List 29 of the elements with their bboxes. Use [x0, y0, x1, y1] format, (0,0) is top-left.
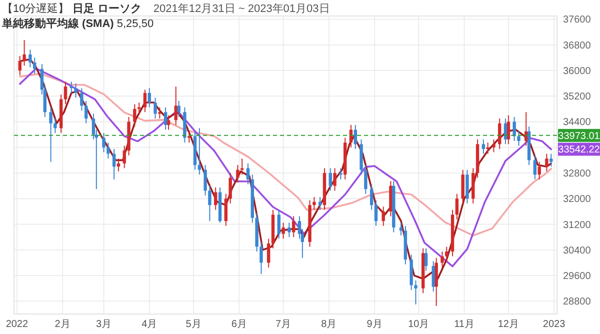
y-tick-label: 32800 — [563, 168, 592, 180]
y-tick-label: 35200 — [563, 92, 592, 103]
x-tick-label: 9月 — [366, 319, 382, 330]
y-tick-label: 34400 — [563, 117, 592, 128]
y-tick-label: 30400 — [563, 245, 592, 256]
y-tick-label: 28800 — [563, 296, 592, 308]
y-tick-label: 36000 — [563, 66, 592, 77]
price-tag: 33542.22 — [558, 142, 600, 156]
x-tick-label: 8月 — [321, 319, 337, 330]
x-tick-label: 2月 — [54, 319, 70, 330]
x-tick-label: 3月 — [96, 319, 112, 330]
chart-title: 【10分遅延】 日足 ローソク — [2, 2, 142, 15]
x-tick-label: 12月 — [498, 319, 519, 330]
x-tick-label: 4月 — [142, 319, 158, 330]
x-tick-label: 2022 — [6, 319, 29, 330]
y-tick-label: 29600 — [563, 271, 592, 282]
annotation: 単純移動平均線 (SMA) 5,25,50 — [1, 17, 154, 30]
x-tick-label: 10月 — [408, 319, 430, 330]
y-tick-label: 36800 — [563, 40, 592, 52]
x-tick-label: 7月 — [276, 319, 292, 330]
chart-subtitle: 2021年12月31日 ~ 2023年01月03日 — [153, 3, 330, 15]
x-tick-label: 2023 — [542, 319, 566, 330]
price-tag: 33973.01 — [558, 128, 600, 142]
x-tick-label: 11月 — [454, 319, 474, 330]
y-tick-label: 37600 — [563, 14, 592, 26]
x-tick-label: 5月 — [186, 319, 202, 330]
x-tick-label: 6月 — [231, 319, 247, 330]
y-tick-label: 32000 — [563, 194, 592, 206]
y-tick-label: 31200 — [563, 220, 592, 231]
